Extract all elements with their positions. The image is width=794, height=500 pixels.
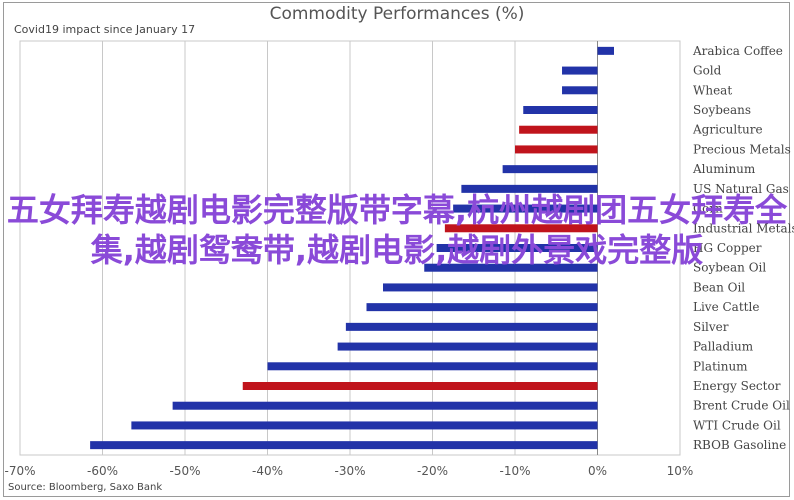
bar xyxy=(515,145,598,154)
bar xyxy=(444,224,598,233)
bar xyxy=(453,204,598,213)
category-label: Platinum xyxy=(693,359,748,373)
chart-source: Source: Bloomberg, Saxo Bank xyxy=(8,482,163,493)
bar xyxy=(562,86,598,95)
category-label: RBOB Gasoline xyxy=(693,438,786,452)
chart-frame xyxy=(3,2,790,497)
category-label: Aluminum xyxy=(692,162,756,176)
category-label: Industrial Metals xyxy=(693,221,794,235)
bar xyxy=(337,342,598,351)
category-label: Agriculture xyxy=(692,123,763,137)
bar xyxy=(172,401,598,410)
bar xyxy=(383,283,598,292)
category-label: Gold xyxy=(693,64,722,78)
bar xyxy=(267,362,598,371)
x-tick-label: -40% xyxy=(252,464,283,478)
category-label: Live Cattle xyxy=(693,300,759,314)
x-tick-label: -10% xyxy=(499,464,530,478)
category-label: Wheat xyxy=(693,83,732,97)
x-tick-labels: -70% -60% -50% -40% -30% -20% -10% 0% 10% xyxy=(4,464,693,478)
chart-title: Commodity Performances (%) xyxy=(269,4,525,24)
category-label: Silver xyxy=(693,320,729,334)
x-tick-label: -70% xyxy=(4,464,35,478)
category-label: HG Copper xyxy=(693,241,762,255)
bar xyxy=(523,106,598,114)
bar xyxy=(345,322,598,331)
category-label: Energy Sector xyxy=(693,379,781,393)
bar xyxy=(562,66,598,75)
category-label: US Natural Gas xyxy=(693,182,789,196)
bar xyxy=(366,303,598,312)
category-labels: Arabica Coffee Gold Wheat Soybeans Agricultu… xyxy=(692,44,794,452)
bars xyxy=(90,46,614,450)
overlay-text: 五女拜寿越剧电影完整版带字幕,杭州越剧团五女拜寿全集,越剧鸳鸯带,越剧电影,越剧… xyxy=(6,191,788,269)
bar xyxy=(242,382,598,390)
category-label: Precious Metals xyxy=(693,142,791,156)
category-label: Bean Oil xyxy=(693,280,745,294)
x-tick-label: -20% xyxy=(417,464,448,478)
bar xyxy=(131,421,598,430)
category-label: Brent Crude Oil xyxy=(693,399,790,413)
x-tick-label: -60% xyxy=(87,464,118,478)
bar xyxy=(436,244,598,252)
bar xyxy=(424,263,598,272)
bar xyxy=(597,46,614,55)
chart-subtitle: Covid19 impact since January 17 xyxy=(14,23,196,36)
x-tick-label: 10% xyxy=(667,464,694,478)
bar xyxy=(502,165,598,174)
category-label: Corn xyxy=(693,202,723,216)
category-label: Soybeans xyxy=(693,103,751,117)
bar xyxy=(461,184,598,193)
category-label: Arabica Coffee xyxy=(692,44,783,58)
category-label: Soybean Oil xyxy=(693,261,766,275)
bar xyxy=(519,125,598,134)
category-label: Palladium xyxy=(693,340,754,354)
x-tick-label: -30% xyxy=(334,464,365,478)
x-tick-label: -50% xyxy=(169,464,200,478)
x-tick-label: 0% xyxy=(588,464,607,478)
category-label: WTI Crude Oil xyxy=(693,418,781,432)
bar xyxy=(90,441,598,450)
